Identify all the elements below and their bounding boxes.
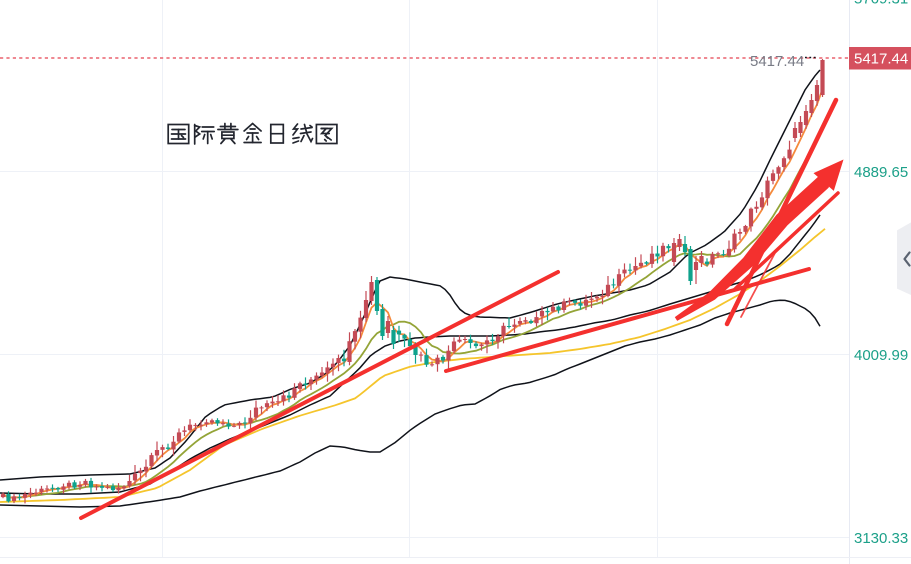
svg-text:5417.44: 5417.44 xyxy=(750,53,804,70)
svg-text:5769.31: 5769.31 xyxy=(854,0,908,8)
svg-text:5417.44: 5417.44 xyxy=(854,51,908,68)
svg-text:4009.99: 4009.99 xyxy=(854,347,908,364)
svg-text:4889.65: 4889.65 xyxy=(854,164,908,181)
svg-text:3130.33: 3130.33 xyxy=(854,530,908,547)
